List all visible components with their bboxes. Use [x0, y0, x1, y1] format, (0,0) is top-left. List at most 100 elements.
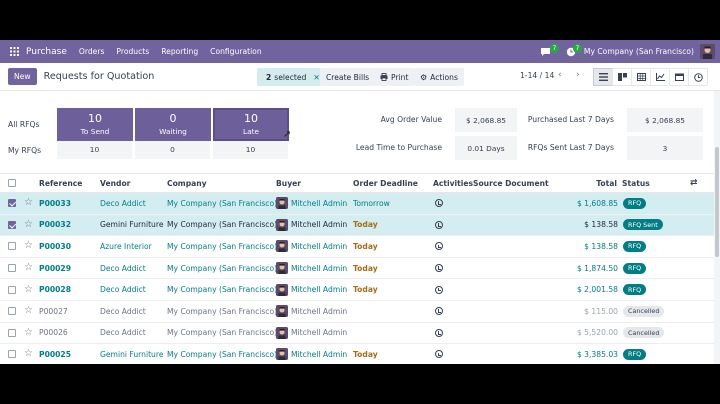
row-buyer[interactable]: Mitchell Admin	[291, 349, 348, 359]
table-row[interactable]: ☆ P00030 Azure Interior My Company (San Fra…	[0, 236, 720, 258]
row-buyer[interactable]: Mitchell Admin	[291, 198, 348, 208]
activity-clock-icon[interactable]	[435, 350, 443, 359]
row-checkbox[interactable]	[8, 328, 16, 337]
priority-star-icon[interactable]: ☆	[24, 305, 33, 317]
priority-star-icon[interactable]: ☆	[24, 283, 33, 295]
priority-star-icon[interactable]: ☆	[24, 197, 33, 209]
row-checkbox[interactable]	[8, 285, 16, 294]
my-late-value[interactable]: 10	[213, 141, 288, 159]
list-view-icon[interactable]	[593, 68, 613, 86]
row-checkbox[interactable]	[8, 220, 16, 229]
header-order-deadline[interactable]: Order Deadline	[353, 178, 418, 188]
menu-configuration[interactable]: Configuration	[210, 47, 262, 56]
row-vendor[interactable]: Azure Interior	[100, 241, 152, 251]
activity-clock-icon[interactable]: 7	[566, 42, 584, 62]
activity-clock-icon[interactable]	[435, 199, 443, 208]
row-checkbox[interactable]	[8, 350, 16, 359]
menu-products[interactable]: Products	[116, 47, 150, 56]
pager-previous-icon[interactable]: ‹	[558, 70, 562, 80]
my-to-send-value[interactable]: 10	[57, 141, 132, 159]
row-company[interactable]: My Company (San Francisco)	[167, 285, 278, 295]
pager-value[interactable]: 1-14 / 14	[520, 71, 555, 80]
selection-indicator[interactable]: 2 selected ✕	[257, 68, 327, 86]
actions-button[interactable]: ⚙ Actions	[414, 68, 464, 86]
row-buyer[interactable]: Mitchell Admin	[291, 241, 348, 251]
header-vendor[interactable]: Vendor	[100, 178, 131, 188]
priority-star-icon[interactable]: ☆	[24, 348, 33, 360]
row-company[interactable]: My Company (San Francisco)	[167, 263, 278, 273]
row-vendor[interactable]: Deco Addict	[100, 198, 146, 208]
new-button[interactable]: New	[8, 68, 37, 85]
header-buyer[interactable]: Buyer	[276, 178, 302, 188]
row-buyer[interactable]: Mitchell Admin	[291, 285, 348, 295]
row-company[interactable]: My Company (San Francisco)	[167, 241, 278, 251]
priority-star-icon[interactable]: ☆	[24, 218, 33, 230]
header-source-document[interactable]: Source Document	[473, 178, 549, 188]
row-company[interactable]: My Company (San Francisco)	[167, 328, 278, 338]
activity-clock-icon[interactable]	[435, 328, 443, 337]
row-checkbox[interactable]	[8, 242, 16, 251]
graph-view-icon[interactable]	[650, 68, 670, 86]
scrollbar-thumb[interactable]	[715, 147, 719, 257]
table-row[interactable]: ☆ P00032 Gemini Furniture My Company (San F…	[0, 214, 720, 237]
header-activities[interactable]: Activities	[433, 178, 474, 188]
row-company[interactable]: My Company (San Francisco)	[167, 306, 278, 316]
chat-icon[interactable]: 7	[540, 42, 566, 62]
row-company[interactable]: My Company (San Francisco)	[167, 349, 278, 359]
row-buyer[interactable]: Mitchell Admin	[291, 328, 348, 338]
row-vendor[interactable]: Deco Addict	[100, 263, 146, 273]
activity-clock-icon[interactable]	[435, 307, 443, 316]
row-company[interactable]: My Company (San Francisco)	[167, 198, 278, 208]
my-waiting-value[interactable]: 0	[135, 141, 210, 159]
activity-clock-icon[interactable]	[435, 220, 443, 229]
user-avatar[interactable]	[700, 44, 715, 59]
create-bills-button[interactable]: Create Bills	[320, 68, 376, 86]
row-checkbox[interactable]	[8, 307, 16, 316]
table-row[interactable]: ☆ P00026 Deco Addict My Company (San Franci…	[0, 323, 720, 345]
row-vendor[interactable]: Deco Addict	[100, 285, 146, 295]
activity-clock-icon[interactable]	[435, 285, 443, 294]
print-button[interactable]: Print	[374, 68, 415, 86]
calendar-view-icon[interactable]	[669, 68, 689, 86]
header-status[interactable]: Status	[622, 178, 650, 188]
row-vendor[interactable]: Deco Addict	[100, 306, 146, 316]
menu-orders[interactable]: Orders	[78, 47, 105, 56]
priority-star-icon[interactable]: ☆	[24, 262, 33, 274]
header-reference[interactable]: Reference	[39, 178, 83, 188]
select-all-checkbox[interactable]	[8, 179, 16, 187]
app-name[interactable]: Purchase	[26, 46, 67, 57]
tile-to-send[interactable]: 10 To Send	[57, 108, 133, 141]
table-row[interactable]: ☆ P00027 Deco Addict My Company (San Franci…	[0, 301, 720, 323]
company-switcher[interactable]: My Company (San Francisco)	[583, 47, 694, 56]
optional-columns-icon[interactable]: ⇄	[690, 178, 698, 188]
row-company[interactable]: My Company (San Francisco)	[167, 220, 278, 230]
row-checkbox[interactable]	[8, 264, 16, 273]
calendar-grid-view-icon[interactable]	[631, 68, 651, 86]
table-row[interactable]: ☆ P00029 Deco Addict My Company (San Franci…	[0, 258, 720, 280]
row-buyer[interactable]: Mitchell Admin	[291, 306, 348, 316]
tile-late[interactable]: 10 Late	[213, 108, 289, 141]
activity-clock-icon[interactable]	[435, 264, 443, 273]
table-row[interactable]: ☆ P00025 Gemini Furniture My Company (San F…	[0, 344, 720, 364]
tile-waiting[interactable]: 0 Waiting	[135, 108, 211, 141]
row-buyer[interactable]: Mitchell Admin	[291, 220, 348, 230]
table-row[interactable]: ☆ P00028 Deco Addict My Company (San Franci…	[0, 279, 720, 301]
header-total[interactable]: Total	[596, 178, 617, 188]
clear-selection-icon[interactable]: ✕	[313, 72, 320, 82]
scrollbar-track[interactable]	[714, 91, 720, 364]
table-row[interactable]: ☆ P00033 Deco Addict My Company (San Franci…	[0, 193, 720, 215]
row-vendor[interactable]: Gemini Furniture	[100, 220, 164, 230]
priority-star-icon[interactable]: ☆	[24, 326, 33, 338]
pager-next-icon[interactable]: ›	[576, 70, 580, 80]
activity-clock-icon[interactable]	[435, 242, 443, 251]
row-buyer[interactable]: Mitchell Admin	[291, 263, 348, 273]
menu-reporting[interactable]: Reporting	[161, 47, 199, 56]
row-vendor[interactable]: Gemini Furniture	[100, 349, 164, 359]
kanban-view-icon[interactable]	[612, 68, 632, 86]
priority-star-icon[interactable]: ☆	[24, 240, 33, 252]
activity-view-icon[interactable]	[688, 68, 708, 86]
row-vendor[interactable]: Deco Addict	[100, 328, 146, 338]
header-company[interactable]: Company	[167, 178, 207, 188]
row-checkbox[interactable]	[8, 199, 16, 208]
apps-menu-icon[interactable]	[3, 40, 25, 63]
